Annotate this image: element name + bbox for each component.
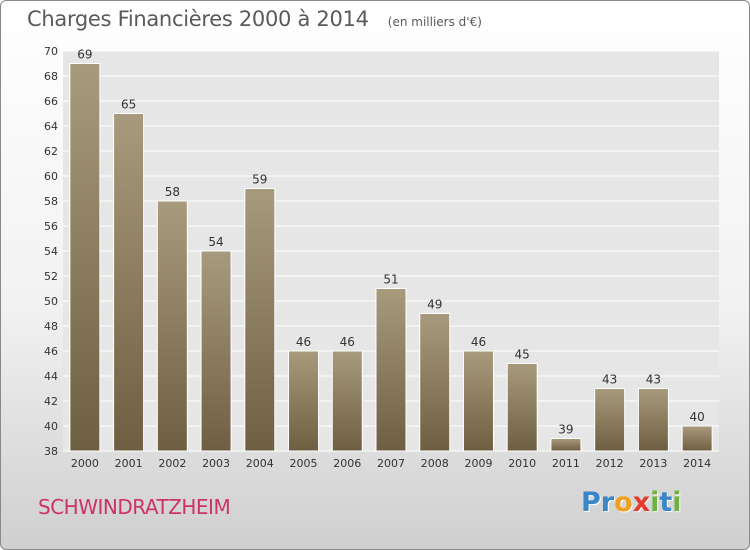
value-label: 69 <box>77 48 92 62</box>
logo-letter: t <box>659 487 673 518</box>
y-tick-label: 64 <box>44 120 58 133</box>
proxiti-logo: Proxiti <box>581 487 682 518</box>
logo-letter: r <box>600 487 615 518</box>
chart-subtitle: (en milliers d'€) <box>387 15 482 29</box>
bar-2006 <box>331 350 363 452</box>
bar-2003 <box>200 250 232 452</box>
x-tick-label: 2000 <box>71 457 99 470</box>
value-label: 46 <box>471 335 486 349</box>
x-tick-label: 2001 <box>115 457 143 470</box>
bar-2013 <box>637 388 669 452</box>
logo-letter: x <box>632 487 651 518</box>
x-tick-label: 2005 <box>290 457 318 470</box>
value-label: 49 <box>427 298 442 312</box>
chart-title: Charges Financières 2000 à 2014 <box>27 7 369 31</box>
x-tick-label: 2004 <box>246 457 274 470</box>
value-label: 43 <box>646 373 661 387</box>
x-tick-label: 2010 <box>508 457 536 470</box>
bar-2011 <box>550 438 582 452</box>
bar-2014 <box>681 425 713 452</box>
bar-2009 <box>462 350 494 452</box>
x-tick-label: 2014 <box>683 457 711 470</box>
value-label: 65 <box>121 98 136 112</box>
y-tick-label: 62 <box>44 145 58 158</box>
x-tick-label: 2002 <box>158 457 186 470</box>
bar-2012 <box>594 388 626 452</box>
y-tick-label: 42 <box>44 395 58 408</box>
bars <box>69 63 713 452</box>
logo-letter: o <box>614 487 633 518</box>
y-tick-labels: 38 40 42 44 46 48 50 52 54 56 58 60 62 64 66 68 70 <box>44 45 58 458</box>
y-tick-label: 58 <box>44 195 58 208</box>
y-tick-label: 60 <box>44 170 58 183</box>
value-label: 40 <box>689 410 704 424</box>
bar-2002 <box>156 200 188 452</box>
commune-name: SCHWINDRATZHEIM <box>38 495 231 519</box>
bar-2004 <box>244 188 276 452</box>
value-label: 59 <box>252 173 267 187</box>
logo-letter: P <box>581 487 601 518</box>
y-tick-label: 54 <box>44 245 58 258</box>
y-tick-label: 56 <box>44 220 58 233</box>
y-tick-label: 48 <box>44 320 58 333</box>
value-label: 46 <box>340 335 355 349</box>
value-label: 54 <box>208 235 223 249</box>
bar-2001 <box>113 113 145 452</box>
x-tick-label: 2008 <box>421 457 449 470</box>
bar-2008 <box>419 313 451 452</box>
y-tick-label: 40 <box>44 420 58 433</box>
value-label: 46 <box>296 335 311 349</box>
bar-2007 <box>375 288 407 452</box>
y-tick-label: 44 <box>44 370 58 383</box>
value-labels: 69 65 58 54 59 46 46 51 49 46 45 39 43 43 40 <box>77 48 705 437</box>
value-label: 43 <box>602 373 617 387</box>
logo-letter: i <box>650 487 660 518</box>
logo-letter: i <box>672 487 682 518</box>
y-tick-label: 50 <box>44 295 58 308</box>
x-tick-label: 2011 <box>552 457 580 470</box>
y-tick-label: 70 <box>44 45 58 58</box>
bar-2000 <box>69 63 101 452</box>
value-label: 45 <box>515 348 530 362</box>
value-label: 51 <box>383 273 398 287</box>
x-tick-label: 2006 <box>333 457 361 470</box>
title-row: Charges Financières 2000 à 2014 (en mill… <box>27 7 482 31</box>
bar-2010 <box>506 363 538 452</box>
y-tick-label: 52 <box>44 270 58 283</box>
y-tick-label: 38 <box>44 445 58 458</box>
y-tick-label: 46 <box>44 345 58 358</box>
y-tick-label: 68 <box>44 70 58 83</box>
x-tick-label: 2007 <box>377 457 405 470</box>
bar-2005 <box>288 350 320 452</box>
x-tick-label: 2009 <box>464 457 492 470</box>
value-label: 39 <box>558 423 573 437</box>
value-label: 58 <box>165 185 180 199</box>
x-tick-labels: 2000 2001 2002 2003 2004 2005 2006 2007 2008 2009… <box>71 457 711 470</box>
x-tick-label: 2012 <box>596 457 624 470</box>
y-tick-label: 66 <box>44 95 58 108</box>
x-tick-label: 2003 <box>202 457 230 470</box>
x-tick-label: 2013 <box>639 457 667 470</box>
